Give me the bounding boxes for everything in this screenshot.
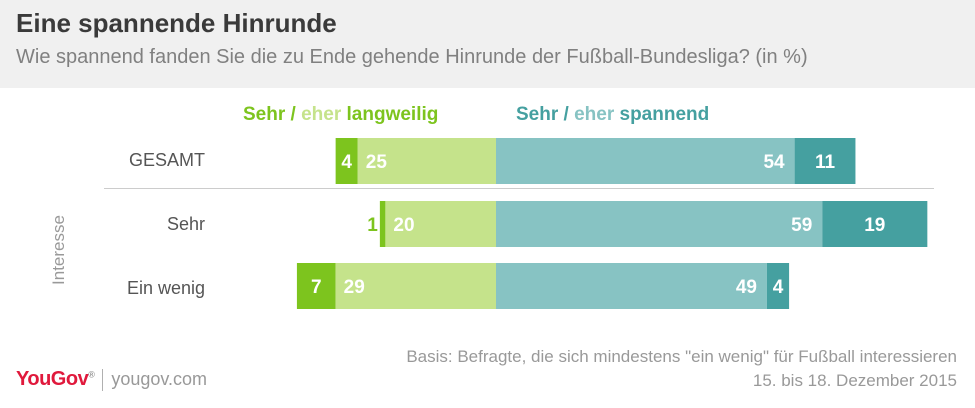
legend-exciting-sep: / — [558, 104, 575, 125]
basis-note: Basis: Befragte, die sich mindestens "ei… — [406, 347, 957, 366]
bar-very-boring-0 — [335, 138, 358, 184]
yougov-logo: YouGov® — [16, 368, 95, 391]
data-label-very-boring-0: 4 — [341, 152, 352, 173]
legend-boring: Sehr / eher langweilig — [243, 104, 438, 126]
row-label-ein-wenig: Ein wenig — [126, 278, 205, 298]
legend-exciting-rest: spannend — [614, 104, 710, 125]
legend-boring-rest: langweilig — [341, 104, 439, 125]
bar-very-exciting-1 — [822, 201, 928, 247]
legend-exciting: Sehr / eher spannend — [516, 104, 709, 126]
row-label-sehr: Sehr — [166, 214, 205, 234]
brand-mark: ® — [88, 369, 95, 380]
bar-rather-exciting-0 — [496, 138, 795, 184]
bar-very-exciting-2 — [766, 263, 790, 309]
chart-subtitle: Wie spannend fanden Sie die zu Ende gehe… — [16, 46, 808, 68]
date-note: 15. bis 18. Dezember 2015 — [752, 371, 957, 390]
bar-rather-boring-2 — [335, 263, 496, 309]
data-label-rather-exciting-2: 49 — [736, 277, 757, 298]
brand-url[interactable]: yougov.com — [111, 369, 208, 389]
data-label-rather-exciting-1: 59 — [791, 215, 812, 236]
brand-divider — [102, 368, 104, 391]
legend-boring-sep: / — [285, 104, 302, 125]
data-label-rather-boring-2: 29 — [344, 277, 365, 298]
bar-very-exciting-0 — [794, 138, 856, 184]
bar-rather-boring-0 — [357, 138, 496, 184]
bar-rather-exciting-1 — [496, 201, 823, 247]
data-label-very-exciting-2: 4 — [773, 277, 784, 298]
data-label-very-boring-1: 1 — [367, 215, 378, 236]
bar-rather-exciting-2 — [496, 263, 767, 309]
legend-boring-light: eher — [301, 104, 342, 125]
data-label-rather-boring-0: 25 — [366, 152, 388, 173]
bar-rather-boring-1 — [385, 201, 496, 247]
row-label-gesamt: GESAMT — [128, 150, 205, 170]
separator-line — [104, 188, 934, 189]
data-label-very-exciting-1: 19 — [864, 215, 885, 236]
chart-title: Eine spannende Hinrunde — [16, 8, 337, 38]
brand-name: YouGov — [16, 368, 89, 390]
bar-very-boring-1 — [379, 201, 386, 247]
legend-exciting-light: eher — [574, 104, 615, 125]
data-label-very-boring-2: 7 — [311, 277, 322, 298]
legend-exciting-strong: Sehr — [516, 104, 559, 125]
legend-boring-strong: Sehr — [243, 104, 286, 125]
data-label-rather-boring-1: 20 — [393, 215, 414, 236]
bar-very-boring-2 — [296, 263, 336, 309]
header-band: Eine spannende Hinrunde Wie spannend fan… — [0, 0, 975, 88]
data-label-rather-exciting-0: 54 — [763, 152, 785, 173]
brand-block: YouGov® yougov.com — [16, 368, 207, 391]
data-label-very-exciting-0: 11 — [815, 152, 836, 173]
